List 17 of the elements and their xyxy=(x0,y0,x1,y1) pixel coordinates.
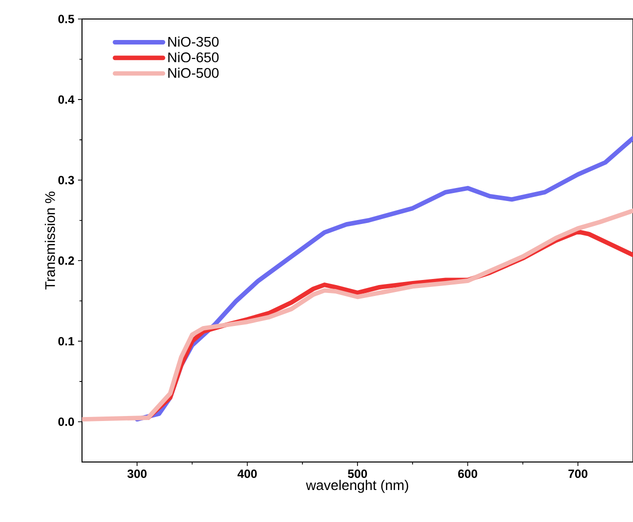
y-tick-label: 0.0 xyxy=(58,418,74,426)
x-tick-label: 600 xyxy=(458,470,478,478)
legend-label: NiO-350 xyxy=(168,36,219,47)
y-axis-title: Transmission % xyxy=(44,192,56,290)
y-tick-label: 0.2 xyxy=(58,256,74,265)
line-series xyxy=(82,208,633,422)
y-tick-label: 0.5 xyxy=(58,14,74,24)
legend-label: NiO-500 xyxy=(168,68,219,78)
legend-label: NiO-650 xyxy=(168,52,219,62)
x-axis-title: wavelenght (nm) xyxy=(306,480,408,493)
x-tick-label: 300 xyxy=(127,470,147,478)
x-tick-label: 400 xyxy=(238,470,257,478)
y-tick-label: 0.3 xyxy=(58,176,74,184)
x-tick-label: 500 xyxy=(348,470,367,478)
y-tick-label: 0.4 xyxy=(58,95,74,104)
x-tick-label: 700 xyxy=(568,470,588,478)
y-tick-label: 0.1 xyxy=(58,336,74,346)
